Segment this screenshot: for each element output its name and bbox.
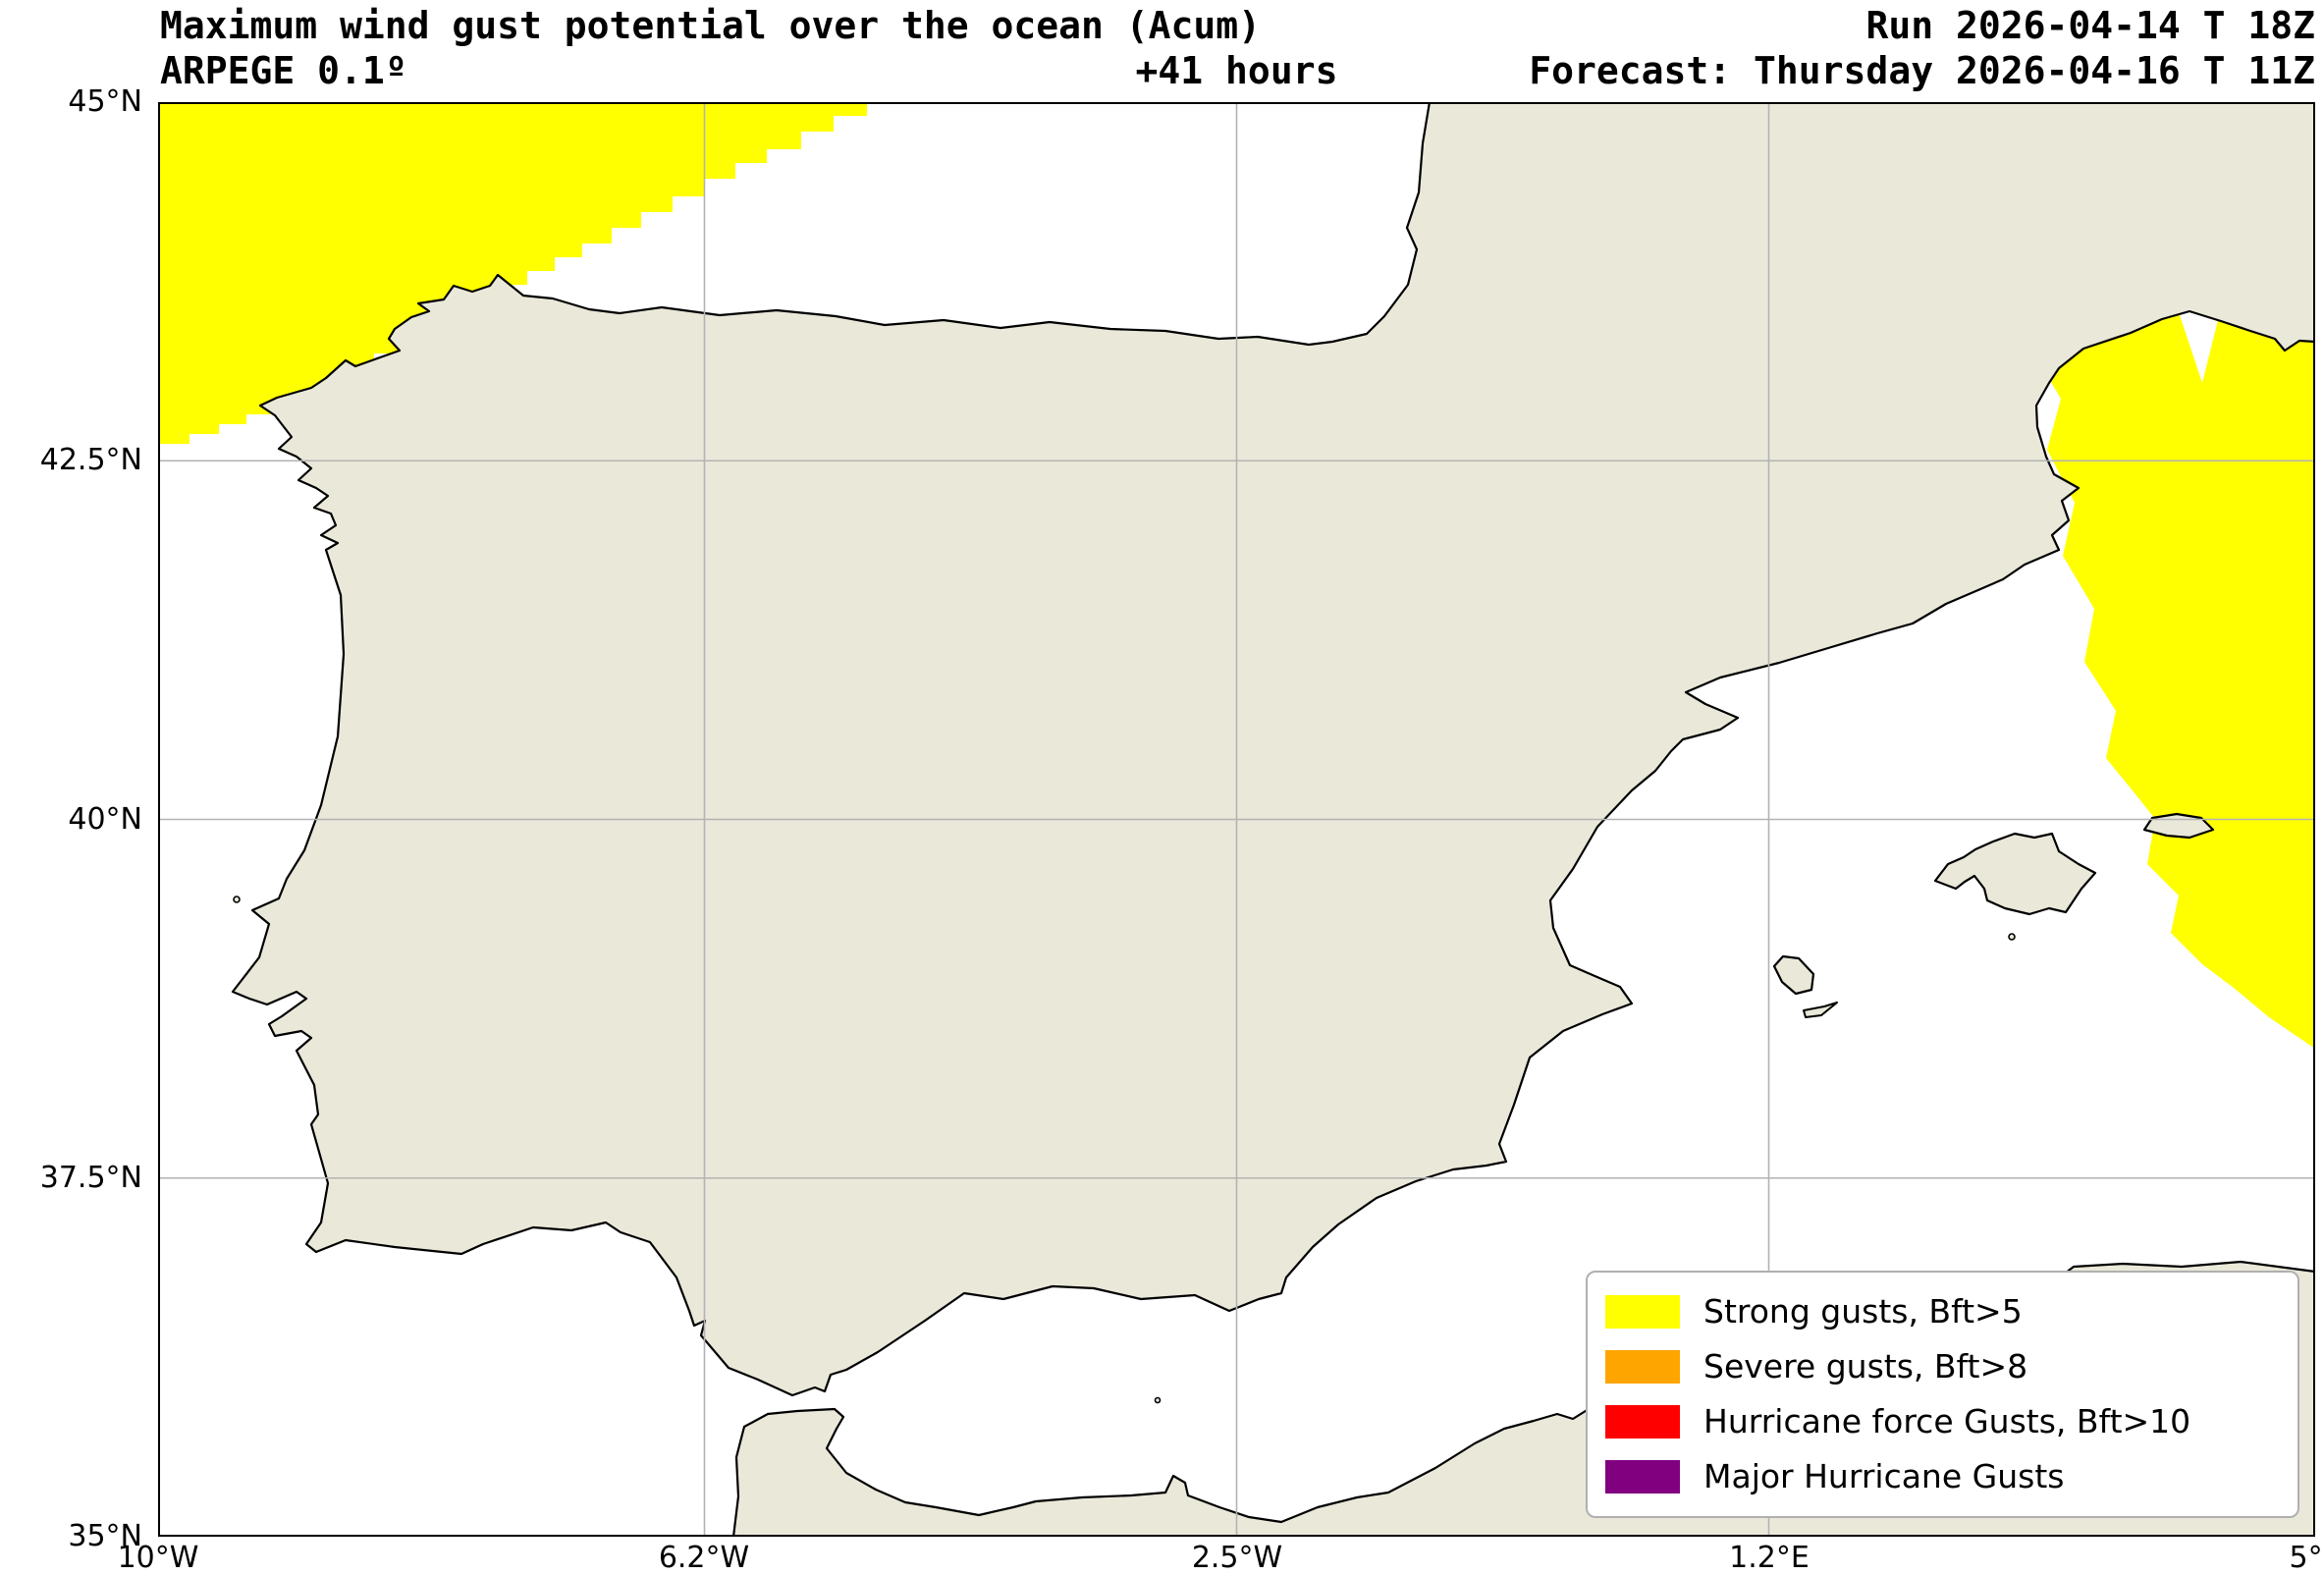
- xtick-2-5w: 2.5°W: [1191, 1541, 1283, 1575]
- forecast-time-label: Forecast: Thursday 2026-04-16 T 11Z: [1529, 49, 2315, 92]
- ytick-42-5n: 42.5°N: [39, 443, 142, 477]
- legend-item-strong-gusts: Strong gusts, Bft>5: [1605, 1293, 2280, 1331]
- ibiza-island: [1772, 954, 1815, 996]
- ytick-40n: 40°N: [68, 802, 142, 837]
- run-time-label: Run 2026-04-14 T 18Z: [1865, 4, 2315, 47]
- severe-gusts-swatch: [1605, 1350, 1680, 1384]
- berlengas-islet: [233, 896, 241, 903]
- strong-gust-area-mediterranean: [2037, 310, 2315, 1049]
- cabrera-islet: [2008, 933, 2016, 941]
- legend: Strong gusts, Bft>5 Severe gusts, Bft>8 …: [1586, 1271, 2299, 1518]
- map-plot-area: Strong gusts, Bft>5 Severe gusts, Bft>8 …: [158, 102, 2315, 1537]
- alboran-islet: [1154, 1396, 1162, 1404]
- xtick-5e: 5°E: [2289, 1541, 2324, 1575]
- xtick-1-2e: 1.2°E: [1729, 1541, 1810, 1575]
- major-hurricane-gusts-swatch: [1605, 1460, 1680, 1494]
- ytick-35n: 35°N: [68, 1519, 142, 1553]
- legend-item-severe-gusts: Severe gusts, Bft>8: [1605, 1348, 2280, 1385]
- major-hurricane-gusts-label: Major Hurricane Gusts: [1703, 1457, 2065, 1495]
- mallorca-island: [1933, 832, 2097, 916]
- iberia-france-landmass: [231, 102, 2315, 1397]
- graticule: [158, 102, 2315, 1537]
- ytick-37-5n: 37.5°N: [39, 1161, 142, 1195]
- severe-gusts-label: Severe gusts, Bft>8: [1703, 1347, 2028, 1385]
- hurricane-gusts-label: Hurricane force Gusts, Bft>10: [1703, 1402, 2191, 1440]
- xtick-10w: 10°W: [117, 1541, 199, 1575]
- page-title: Maximum wind gust potential over the oce…: [160, 4, 1262, 47]
- legend-item-major-hurricane-gusts: Major Hurricane Gusts: [1605, 1458, 2280, 1495]
- strong-gusts-label: Strong gusts, Bft>5: [1703, 1292, 2023, 1331]
- strong-gust-area-atlantic: [158, 102, 867, 444]
- ytick-45n: 45°N: [68, 84, 142, 119]
- model-label: ARPEGE 0.1º: [160, 49, 407, 92]
- hurricane-gusts-swatch: [1605, 1405, 1680, 1439]
- strong-gusts-swatch: [1605, 1295, 1680, 1329]
- plot-frame: [158, 102, 2315, 1537]
- xtick-6-2w: 6.2°W: [658, 1541, 750, 1575]
- legend-item-hurricane-gusts: Hurricane force Gusts, Bft>10: [1605, 1403, 2280, 1440]
- formentera-island: [1803, 1002, 1838, 1018]
